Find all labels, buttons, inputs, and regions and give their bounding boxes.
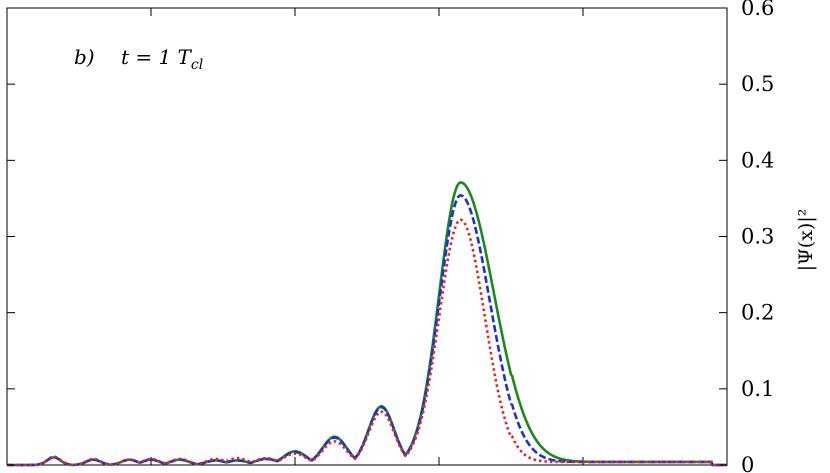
- plot-border: [6, 7, 728, 466]
- panel-annotation: b) t = 1 Tcl: [74, 45, 203, 73]
- series-line-dotted: [7, 218, 727, 467]
- series-layer: [7, 181, 727, 467]
- series-line-dashed: [7, 194, 727, 467]
- y-ticks: 0 0.1 0.2 0.3 0.4 0.5 0.6: [7, 0, 774, 473]
- y-tick-label-6: 0.6: [741, 0, 774, 20]
- y-tick-label-2: 0.2: [741, 301, 774, 325]
- series-line-solid: [7, 181, 727, 467]
- plot-frame: [6, 7, 728, 466]
- y-tick-label-0: 0: [741, 453, 754, 473]
- y-tick-label-4: 0.4: [741, 148, 774, 172]
- y-tick-label-5: 0.5: [741, 72, 774, 96]
- y-axis-label: |Ψ(x)|²: [795, 209, 817, 272]
- y-tick-label-1: 0.1: [741, 377, 774, 401]
- y-tick-label-3: 0.3: [741, 225, 774, 249]
